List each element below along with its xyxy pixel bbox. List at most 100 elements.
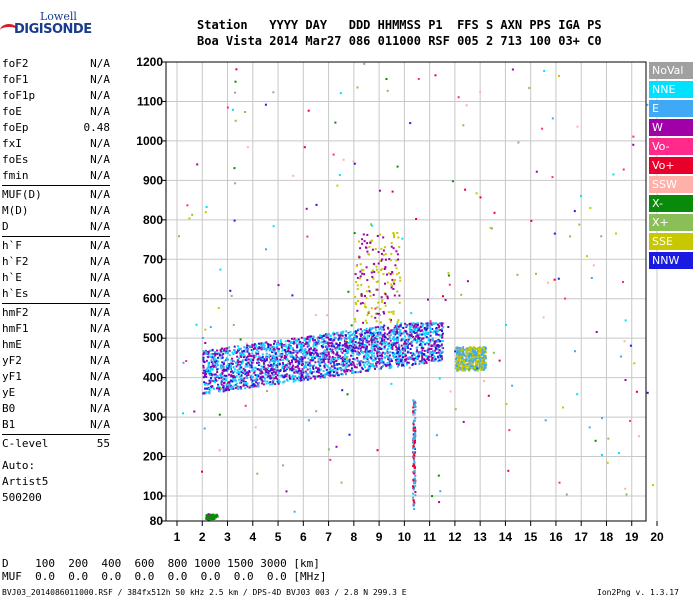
noise-echo: [241, 361, 244, 364]
f-layer-echo: [244, 381, 247, 383]
f-layer-echo: [470, 358, 473, 361]
f-layer-echo: [336, 368, 339, 371]
f-layer-echo: [269, 381, 272, 383]
noise-echo: [493, 211, 496, 214]
f-layer-echo: [441, 350, 443, 353]
f-layer-echo: [461, 357, 464, 360]
f-layer-echo: [227, 381, 230, 384]
f-layer-echo: [325, 333, 328, 336]
f-layer-echo: [366, 337, 369, 340]
f-layer-echo: [471, 358, 474, 361]
f-layer-echo: [471, 359, 474, 362]
f-layer-echo: [289, 350, 292, 353]
f-layer-echo: [322, 345, 325, 348]
f-layer-echo: [377, 348, 379, 351]
f-layer-echo: [297, 379, 300, 382]
f-layer-echo: [420, 339, 423, 342]
f-layer-echo: [363, 329, 366, 331]
f-layer-echo: [344, 345, 347, 348]
interference-line: [413, 466, 416, 469]
f-layer-echo: [350, 371, 353, 374]
f-layer-echo: [483, 348, 486, 351]
f-layer-echo: [336, 351, 339, 354]
f-layer-echo: [289, 351, 292, 354]
f-layer-echo: [228, 373, 230, 376]
f-layer-echo: [266, 358, 268, 361]
f-layer-echo: [247, 348, 249, 351]
f-layer-echo: [382, 342, 385, 345]
f-layer-echo: [475, 353, 478, 356]
param-row: h`E N/A: [2, 270, 110, 286]
f-layer-echo: [251, 343, 254, 346]
es-echo: [383, 302, 386, 304]
f-layer-echo: [254, 344, 257, 347]
f-layer-echo: [421, 325, 424, 328]
f-layer-echo: [473, 354, 476, 357]
f-layer-echo: [214, 364, 216, 367]
f-layer-echo: [292, 349, 295, 351]
f-layer-echo: [297, 362, 300, 364]
f-layer-echo: [397, 361, 400, 363]
f-layer-echo: [299, 377, 302, 379]
f-layer-echo: [240, 379, 243, 382]
noise-echo: [615, 232, 617, 235]
low-echo: [212, 516, 215, 519]
interference-line: [412, 502, 415, 505]
f-layer-echo: [216, 375, 219, 377]
f-layer-echo: [439, 334, 442, 337]
f-layer-echo: [212, 355, 215, 358]
f-layer-echo: [468, 359, 471, 362]
f-layer-echo: [481, 366, 484, 369]
es-echo: [390, 286, 393, 289]
f-layer-echo: [306, 376, 308, 379]
f-layer-echo: [329, 371, 332, 374]
f-layer-echo: [473, 368, 476, 371]
f-layer-echo: [421, 346, 424, 349]
low-echo: [208, 514, 211, 517]
f-layer-echo: [213, 380, 216, 383]
f-layer-echo: [344, 360, 347, 363]
f-layer-echo: [354, 366, 357, 369]
f-layer-echo: [271, 357, 274, 360]
f-layer-echo: [396, 324, 398, 327]
f-layer-echo: [277, 368, 279, 371]
f-layer-echo: [214, 379, 217, 382]
f-layer-echo: [313, 375, 316, 378]
f-layer-echo: [300, 370, 303, 373]
noise-echo: [517, 141, 520, 144]
f-layer-echo: [461, 363, 463, 366]
low-echo: [211, 513, 214, 516]
f-layer-echo: [330, 348, 333, 351]
f-layer-echo: [415, 357, 418, 360]
f-layer-echo: [325, 372, 328, 374]
f-layer-echo: [228, 364, 231, 367]
f-layer-echo: [469, 358, 472, 361]
f-layer-echo: [272, 363, 275, 365]
f-layer-echo: [414, 324, 417, 327]
f-layer-echo: [348, 336, 351, 339]
f-layer-echo: [484, 366, 487, 369]
f-layer-echo: [326, 341, 329, 344]
noise-echo: [201, 337, 204, 339]
f-layer-echo: [483, 361, 486, 364]
f-layer-echo: [266, 380, 269, 383]
f-layer-echo: [353, 347, 356, 350]
f-layer-echo: [333, 360, 335, 363]
f-layer-echo: [425, 355, 428, 358]
f-layer-echo: [406, 343, 409, 346]
f-layer-echo: [285, 356, 288, 358]
f-layer-echo: [295, 371, 298, 373]
es-echo: [358, 255, 360, 258]
f-layer-echo: [434, 358, 437, 361]
f-layer-echo: [370, 347, 373, 349]
f-layer-echo: [414, 362, 417, 365]
f-layer-echo: [458, 356, 461, 359]
f-layer-echo: [211, 373, 214, 376]
f-layer-echo: [381, 355, 384, 357]
f-layer-echo: [378, 362, 381, 365]
f-layer-echo: [468, 360, 471, 363]
f-layer-echo: [462, 361, 465, 364]
f-layer-echo: [323, 364, 326, 367]
f-layer-echo: [474, 368, 477, 371]
noise-echo: [239, 338, 242, 341]
